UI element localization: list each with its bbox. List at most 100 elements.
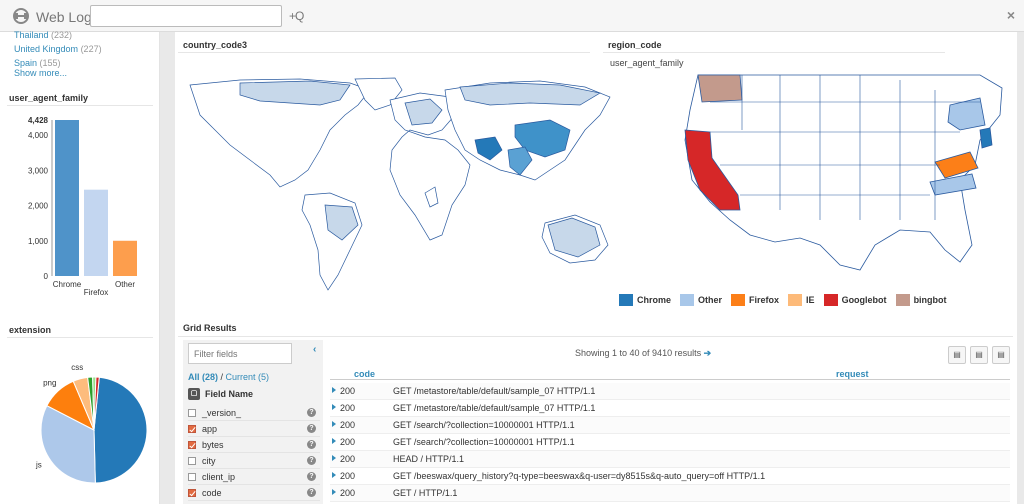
bar-other[interactable] <box>113 240 137 276</box>
facet-count: (155) <box>39 58 61 68</box>
field-checkbox[interactable] <box>188 409 196 417</box>
legend-label: Chrome <box>637 295 672 305</box>
cell-code: 200 <box>340 437 356 447</box>
legend-swatch <box>680 294 695 306</box>
field-row[interactable]: client_ip? <box>188 470 320 485</box>
filter-fields-input[interactable] <box>188 343 292 364</box>
column-header-request[interactable]: request <box>836 369 869 379</box>
pie-slice[interactable] <box>93 376 100 431</box>
cell-code: 200 <box>340 488 356 498</box>
add-search-button[interactable]: +Q <box>289 9 304 23</box>
results-table-header: code request <box>330 368 1010 380</box>
table-row[interactable]: 200 HEAD / HTTP/1.1 <box>330 451 1010 468</box>
expand-row-icon[interactable] <box>332 421 336 427</box>
field-checkbox[interactable] <box>188 457 196 465</box>
column-header-code[interactable]: code <box>354 369 376 379</box>
table-row[interactable]: 200 GET /beeswax/query_history?q-type=bee… <box>330 468 1010 485</box>
us-region-map <box>684 74 1003 271</box>
table-row[interactable]: 200 GET /metastore/table/default/sample_0… <box>330 383 1010 400</box>
y-tick-label: 2,000 <box>28 202 49 211</box>
cell-request: HEAD / HTTP/1.1 <box>393 454 465 464</box>
field-checkbox[interactable] <box>188 441 196 449</box>
table-row[interactable]: 200 GET /metastore/table/default/sample_0… <box>330 400 1010 417</box>
divider <box>603 52 945 53</box>
extension-title: extension <box>9 325 52 335</box>
field-help-icon[interactable]: ? <box>307 456 316 465</box>
map-legend: Chrome Other Firefox IE Googlebot bingbot <box>619 294 947 306</box>
expand-row-icon[interactable] <box>332 438 336 444</box>
pie-label: png <box>43 378 56 387</box>
app-title: Web Logs <box>36 9 99 25</box>
cell-request: GET / HTTP/1.1 <box>393 488 458 498</box>
us-outline <box>684 74 1003 271</box>
legend-item[interactable]: bingbot <box>895 294 947 306</box>
legend-swatch <box>823 294 838 306</box>
north-america-shape <box>189 78 371 188</box>
field-row[interactable]: code? <box>188 486 320 501</box>
field-name: app <box>202 424 218 434</box>
field-help-icon[interactable]: ? <box>307 408 316 417</box>
australia-region <box>547 217 601 258</box>
close-icon[interactable]: × <box>1006 7 1015 23</box>
field-row[interactable]: bytes? <box>188 438 320 453</box>
field-checkbox[interactable] <box>188 489 196 497</box>
table-row[interactable]: 200 GET / HTTP/1.1 <box>330 485 1010 502</box>
search-input[interactable] <box>90 5 282 27</box>
bar-firefox[interactable] <box>84 189 108 276</box>
facet-label[interactable]: United Kingdom <box>14 44 79 54</box>
current-fields-link[interactable]: Current (5) <box>225 372 270 382</box>
next-page-icon[interactable]: ➔ <box>703 348 712 358</box>
field-row[interactable]: app? <box>188 422 320 437</box>
field-help-icon[interactable]: ? <box>307 488 316 497</box>
field-row[interactable]: city? <box>188 454 320 469</box>
legend-item[interactable]: Firefox <box>731 294 779 306</box>
cell-request: GET /beeswax/query_history?q-type=beeswa… <box>393 471 766 481</box>
bar-chrome[interactable] <box>55 120 79 276</box>
legend-swatch <box>619 294 633 306</box>
legend-item[interactable]: Chrome <box>619 294 671 306</box>
facet-label[interactable]: Thailand <box>14 30 49 40</box>
cell-code: 200 <box>340 386 356 396</box>
field-list-icon: ▢ <box>188 388 200 400</box>
expand-row-icon[interactable] <box>332 404 336 410</box>
expand-row-icon[interactable] <box>332 387 336 393</box>
field-row[interactable]: _version_? <box>188 406 320 421</box>
download-json-icon[interactable]: ▤ <box>992 346 1010 364</box>
field-checkbox[interactable] <box>188 425 196 433</box>
field-name: bytes <box>202 440 224 450</box>
download-csv-icon[interactable]: ▤ <box>948 346 966 364</box>
field-help-icon[interactable]: ? <box>307 424 316 433</box>
expand-row-icon[interactable] <box>332 455 336 461</box>
field-help-icon[interactable]: ? <box>307 472 316 481</box>
expand-row-icon[interactable] <box>332 489 336 495</box>
all-fields-link[interactable]: All (28) <box>188 372 219 382</box>
pie-slice[interactable] <box>93 376 148 484</box>
show-more-link[interactable]: Show more... <box>14 68 68 78</box>
expand-row-icon[interactable] <box>332 472 336 478</box>
y-tick-label: 1,000 <box>28 237 49 246</box>
country-facet-item[interactable]: Spain (155) <box>14 56 154 70</box>
legend-label: bingbot <box>913 295 947 305</box>
y-tick-label: 3,000 <box>28 166 49 175</box>
field-checkbox[interactable] <box>188 473 196 481</box>
new-york-state <box>947 97 986 131</box>
download-xls-icon[interactable]: ▤ <box>970 346 988 364</box>
pie-label: js <box>35 461 42 470</box>
legend-item[interactable]: Other <box>680 294 722 306</box>
field-help-icon[interactable]: ? <box>307 440 316 449</box>
table-row[interactable]: 200 GET /search/?collection=10000001 HTTP… <box>330 417 1010 434</box>
virginia-state <box>934 151 979 179</box>
canada-region <box>239 80 351 106</box>
table-row[interactable]: 200 GET /search/?collection=10000001 HTTP… <box>330 434 1010 451</box>
extension-pie-chart: js png css <box>35 363 148 484</box>
facet-label[interactable]: Spain <box>14 58 38 68</box>
divider <box>7 105 153 106</box>
country-facet-item[interactable]: United Kingdom (227) <box>14 42 154 56</box>
country-facet-item[interactable]: Thailand (232) <box>14 28 154 42</box>
cell-code: 200 <box>340 454 356 464</box>
legend-item[interactable]: Googlebot <box>823 294 887 306</box>
country-map-title: country_code3 <box>183 40 248 50</box>
pie-slice[interactable] <box>40 404 96 484</box>
collapse-panel-icon[interactable]: ‹ <box>313 344 317 355</box>
legend-item[interactable]: IE <box>788 294 815 306</box>
